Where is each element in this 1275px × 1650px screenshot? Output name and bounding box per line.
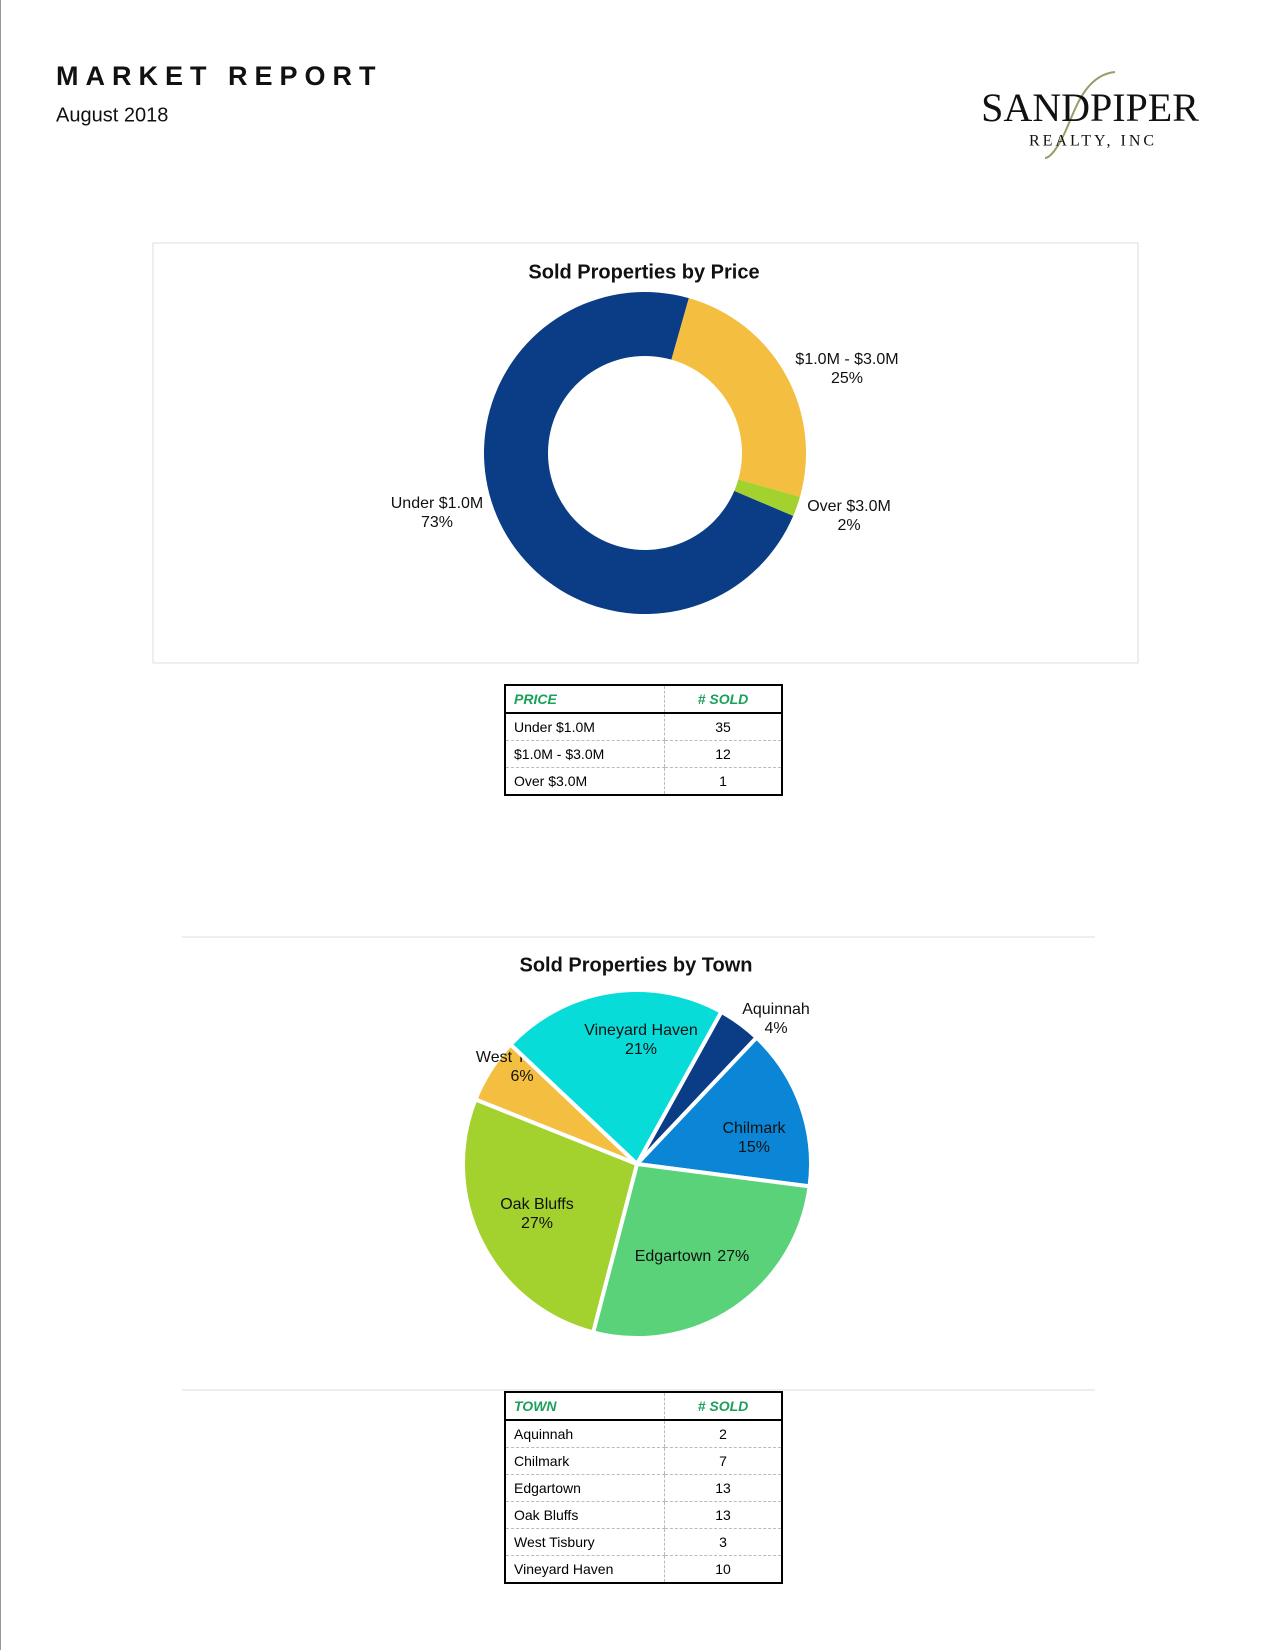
slice-label: Aquinnah 4%	[742, 1001, 810, 1037]
slice-value: 21%	[625, 1041, 657, 1058]
table-cell: Vineyard Haven	[505, 1555, 665, 1584]
slice-category: $1.0M - $3.0M	[795, 351, 898, 368]
slice-label: Vineyard Haven 21%	[584, 1022, 698, 1058]
table-cell: Aquinnah	[505, 1420, 665, 1448]
chart-title: Sold Properties by Town	[520, 954, 753, 976]
table-cell: 13	[664, 1501, 782, 1529]
table-row: Oak Bluffs 13	[505, 1501, 782, 1529]
header-row: PRICE # SOLD	[505, 685, 782, 714]
slice	[484, 292, 794, 614]
table-row: $1.0M - $3.0M 12	[505, 740, 782, 768]
report-title: MARKET REPORT	[56, 61, 383, 91]
logo-name: SANDPIPER	[981, 85, 1199, 130]
table-cell: 12	[664, 740, 782, 768]
slice-value: 27%	[717, 1248, 749, 1265]
slice	[461, 1096, 640, 1335]
slice-value: 25%	[831, 370, 863, 387]
slice	[734, 479, 800, 516]
slice-label: Over $3.0M 2%	[807, 498, 891, 534]
logo-sub: REALTY, INC	[1029, 133, 1157, 150]
slice	[590, 1161, 812, 1340]
slice-label: Under $1.0M 73%	[391, 495, 484, 531]
slice-label: Oak Bluffs 27%	[500, 1196, 574, 1232]
slice-category: Vineyard Haven	[584, 1022, 698, 1039]
table-row: Under $1.0M 35	[505, 713, 782, 741]
sold-table: PRICE # SOLD Under $1.0M 35 $1.0M - $3.0M 12 O…	[504, 684, 783, 796]
table-row: West Tisbury 3	[505, 1528, 782, 1556]
chart-frame	[152, 242, 1139, 664]
slice-value: 73%	[421, 514, 453, 531]
table-cell: Oak Bluffs	[505, 1501, 665, 1529]
slice-value: 15%	[738, 1139, 770, 1156]
table-row: Chilmark 7	[505, 1447, 782, 1475]
slice-label: Chilmark 15%	[722, 1120, 786, 1156]
header-cell: # SOLD	[664, 685, 782, 714]
slice-category: Under $1.0M	[391, 495, 484, 512]
table-cell: Over $3.0M	[505, 767, 665, 796]
slice-category: Chilmark	[722, 1120, 786, 1137]
table-cell: Edgartown	[505, 1474, 665, 1502]
table-cell: 13	[664, 1474, 782, 1502]
slice-label: $1.0M - $3.0M 25%	[795, 351, 898, 387]
slice	[507, 988, 725, 1168]
table-cell: 1	[664, 767, 782, 796]
table-cell: 7	[664, 1447, 782, 1475]
header-cell: # SOLD	[664, 1392, 782, 1421]
table-cell: 35	[664, 713, 782, 741]
table-cell: Chilmark	[505, 1447, 665, 1475]
report-date: August 2018	[56, 104, 168, 126]
table-cell: 2	[664, 1420, 782, 1448]
sold-table: TOWN # SOLD Aquinnah 2 Chilmark 7 Edgartown 13 O…	[504, 1391, 783, 1584]
header-cell: PRICE	[505, 685, 665, 714]
slice-category: Oak Bluffs	[500, 1196, 574, 1213]
slice-category: Aquinnah	[742, 1001, 810, 1018]
slice-value: 6%	[510, 1068, 533, 1085]
slice-value: 4%	[764, 1020, 787, 1037]
slice-category: Over $3.0M	[807, 498, 891, 515]
header-row: TOWN # SOLD	[505, 1392, 782, 1421]
table-cell: West Tisbury	[505, 1528, 665, 1556]
slice	[671, 298, 806, 497]
slice-value: 27%	[521, 1215, 553, 1232]
table-row: Edgartown 13	[505, 1474, 782, 1502]
slice-value: 2%	[837, 517, 860, 534]
table-cell: $1.0M - $3.0M	[505, 740, 665, 768]
logo-swash	[1044, 71, 1116, 159]
chart-title: Sold Properties by Price	[528, 261, 759, 283]
table-row: Vineyard Haven 10	[505, 1555, 782, 1584]
table-cell: 10	[664, 1555, 782, 1584]
table-row: Over $3.0M 1	[505, 767, 782, 796]
table-row: Aquinnah 2	[505, 1420, 782, 1448]
table-cell: 3	[664, 1528, 782, 1556]
table-cell: Under $1.0M	[505, 713, 665, 741]
slice-label: Edgartown 27%	[635, 1248, 750, 1265]
header-cell: TOWN	[505, 1392, 665, 1421]
slice-category: Edgartown	[635, 1248, 712, 1265]
